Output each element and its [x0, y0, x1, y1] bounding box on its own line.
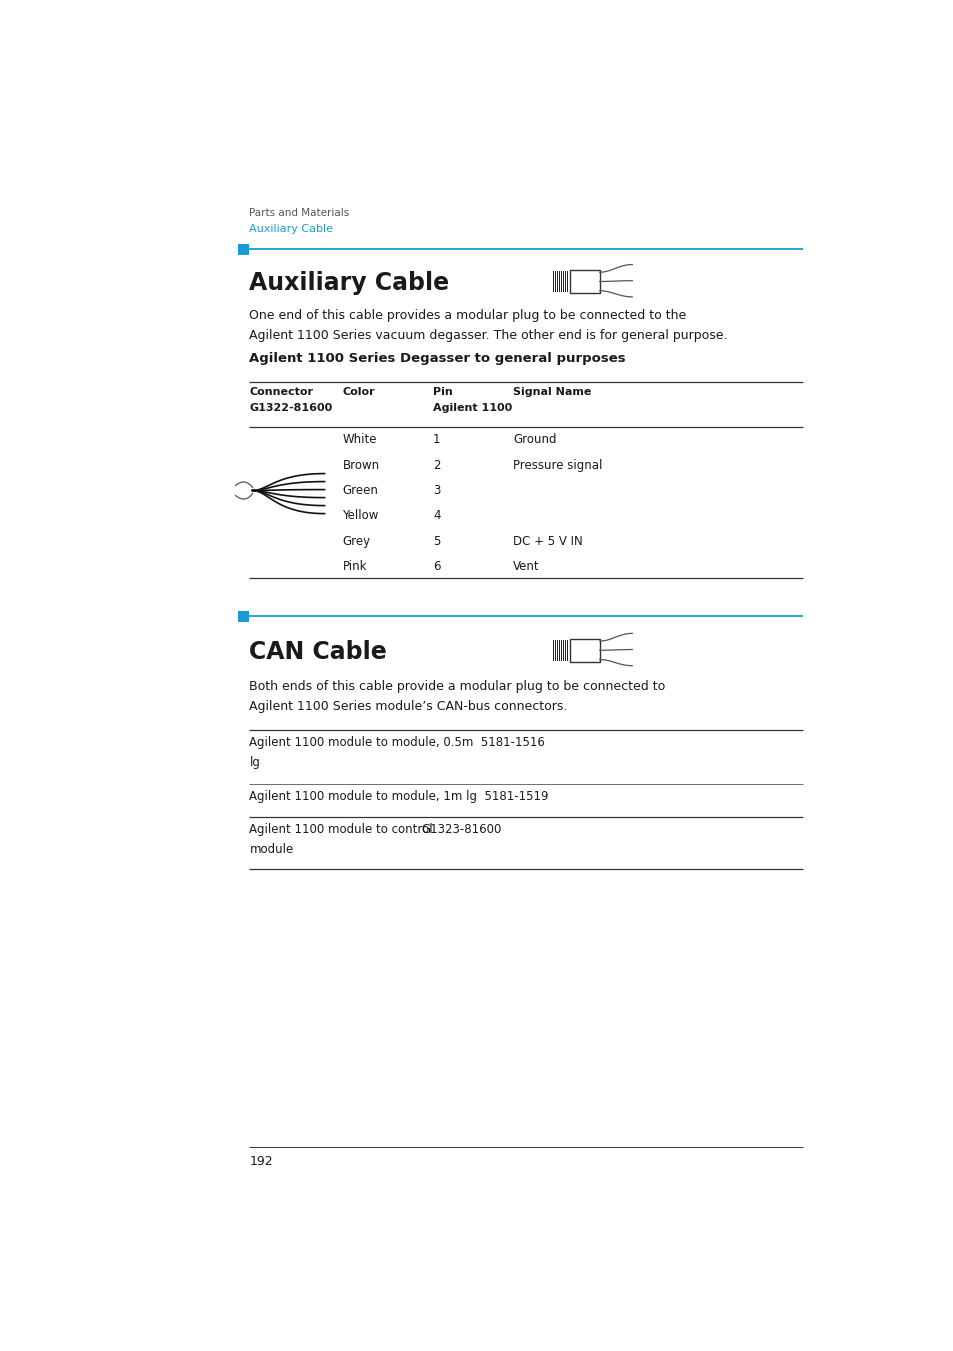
Text: One end of this cable provides a modular plug to be connected to the: One end of this cable provides a modular… — [249, 309, 686, 322]
Text: Pressure signal: Pressure signal — [513, 458, 601, 471]
Text: Yellow: Yellow — [342, 509, 378, 523]
Text: Auxiliary Cable: Auxiliary Cable — [249, 270, 449, 295]
Text: Agilent 1100: Agilent 1100 — [433, 403, 512, 413]
Bar — [564, 639, 565, 661]
Bar — [566, 639, 567, 661]
Text: 4: 4 — [433, 509, 440, 523]
Bar — [553, 639, 554, 661]
Text: 192: 192 — [249, 1155, 273, 1167]
Bar — [560, 639, 561, 661]
Text: CAN Cable: CAN Cable — [249, 639, 387, 663]
Bar — [558, 639, 559, 661]
Text: Ground: Ground — [513, 434, 556, 446]
Bar — [557, 270, 558, 292]
Text: G1323-81600: G1323-81600 — [421, 823, 501, 836]
Text: DC + 5 V IN: DC + 5 V IN — [513, 535, 582, 547]
Bar — [237, 611, 249, 621]
Text: Color: Color — [342, 386, 375, 397]
Text: Agilent 1100 Series Degasser to general purposes: Agilent 1100 Series Degasser to general … — [249, 351, 625, 365]
Text: Green: Green — [342, 484, 378, 497]
Bar — [557, 639, 558, 661]
Text: Agilent 1100 module to module, 0.5m  5181-1516: Agilent 1100 module to module, 0.5m 5181… — [249, 736, 545, 748]
Text: Pink: Pink — [342, 561, 367, 573]
Text: Agilent 1100 Series module’s CAN-bus connectors.: Agilent 1100 Series module’s CAN-bus con… — [249, 700, 567, 712]
Bar — [570, 270, 599, 293]
Text: 3: 3 — [433, 484, 440, 497]
Text: Parts and Materials: Parts and Materials — [249, 208, 350, 218]
Text: lg: lg — [249, 755, 260, 769]
Text: Auxiliary Cable: Auxiliary Cable — [249, 224, 334, 235]
Bar — [237, 243, 249, 254]
Bar — [570, 639, 599, 662]
Text: G1322-81600: G1322-81600 — [249, 403, 333, 413]
Bar — [564, 270, 565, 292]
Text: Brown: Brown — [342, 458, 379, 471]
Text: Agilent 1100 module to module, 1m lg  5181-1519: Agilent 1100 module to module, 1m lg 518… — [249, 790, 548, 802]
Bar — [555, 639, 556, 661]
Text: Vent: Vent — [513, 561, 539, 573]
Text: White: White — [342, 434, 376, 446]
Bar — [560, 270, 561, 292]
Text: 5: 5 — [433, 535, 440, 547]
Text: Both ends of this cable provide a modular plug to be connected to: Both ends of this cable provide a modula… — [249, 680, 665, 693]
Text: Signal Name: Signal Name — [513, 386, 591, 397]
Text: Agilent 1100 module to control: Agilent 1100 module to control — [249, 823, 433, 836]
Text: 1: 1 — [433, 434, 440, 446]
Text: Grey: Grey — [342, 535, 370, 547]
Bar — [558, 270, 559, 292]
Text: 6: 6 — [433, 561, 440, 573]
Text: Pin: Pin — [433, 386, 453, 397]
Text: module: module — [249, 843, 294, 855]
Bar — [555, 270, 556, 292]
Text: 2: 2 — [433, 458, 440, 471]
Bar — [553, 270, 554, 292]
Text: Agilent 1100 Series vacuum degasser. The other end is for general purpose.: Agilent 1100 Series vacuum degasser. The… — [249, 330, 727, 342]
Bar — [566, 270, 567, 292]
Bar — [562, 639, 563, 661]
Text: Connector: Connector — [249, 386, 314, 397]
Bar — [562, 270, 563, 292]
